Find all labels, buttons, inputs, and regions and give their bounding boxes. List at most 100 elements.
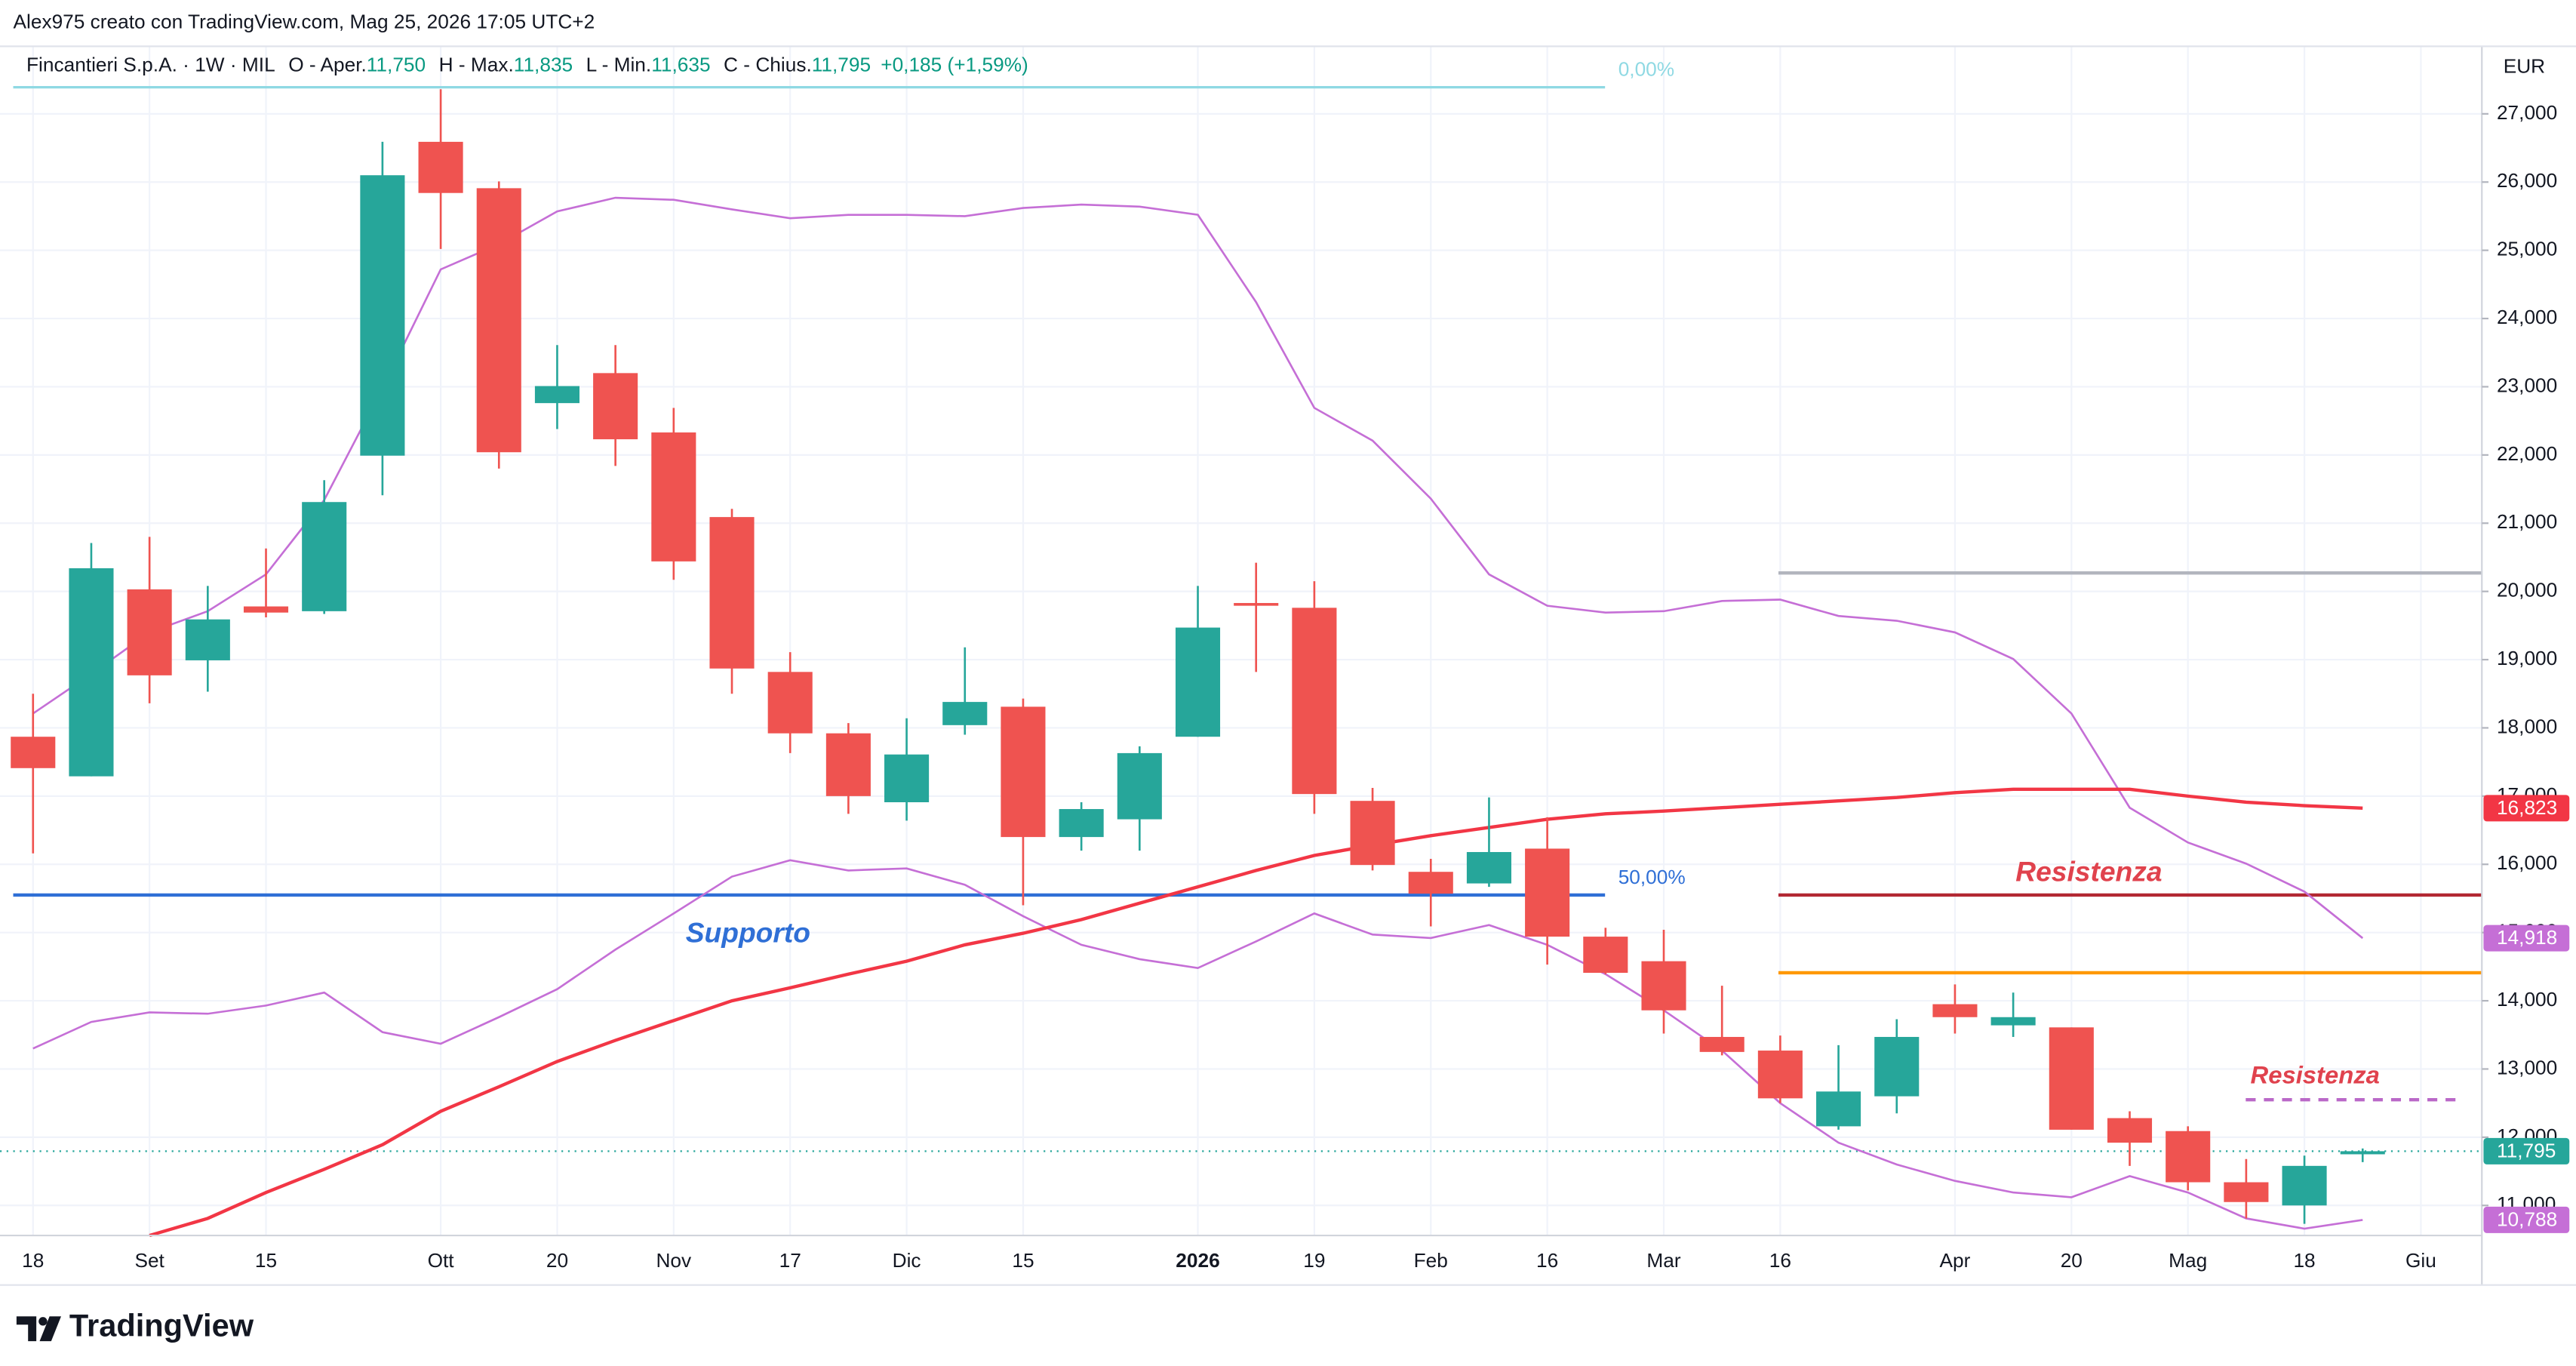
legend-low-label: L - Min. [586, 54, 652, 76]
x-tick-label: 2026 [1176, 1249, 1219, 1272]
candle-body [1699, 1036, 1744, 1052]
x-tick-label: Nov [656, 1249, 692, 1272]
y-tick-label: 16,000 [2497, 851, 2557, 874]
price-tag-label: 16,823 [2497, 796, 2557, 819]
candle-body [1117, 752, 1162, 820]
legend-symbol: Fincantieri S.p.A. · 1W · MIL [26, 54, 275, 76]
levels: 0,00% 50,00% [0, 58, 2482, 1152]
price-tag-label: 10,788 [2497, 1208, 2557, 1230]
currency: EUR [2504, 55, 2545, 78]
candle-body [1059, 809, 1104, 838]
annotations: Supporto Resistenza Resistenza [686, 856, 2380, 1089]
x-tick-label: 18 [2293, 1249, 2315, 1272]
candle-body [127, 589, 172, 675]
x-tick-label: Mar [1646, 1249, 1680, 1272]
y-tick-label: 13,000 [2497, 1056, 2557, 1078]
candle-body [476, 188, 521, 453]
x-tick-label: Set [134, 1249, 164, 1272]
x-tick-label: Giu [2405, 1249, 2436, 1272]
credit: Alex975 creato con TradingView.com, Mag … [14, 11, 595, 33]
candle-body [1001, 706, 1046, 838]
legend: Fincantieri S.p.A. · 1W · MIL O - Aper. 11… [26, 54, 1028, 76]
candles [11, 89, 2385, 1224]
y-tick-label: 14,000 [2497, 988, 2557, 1011]
candle-body [942, 702, 988, 725]
logo-dot [38, 1317, 48, 1326]
candle-body [2049, 1027, 2094, 1130]
candle-body [1641, 961, 1686, 1011]
candle-body [1350, 801, 1395, 866]
legend-close-label: C - Chius. [724, 54, 812, 76]
candle-body [2107, 1118, 2153, 1143]
candle-body [1932, 1004, 1978, 1017]
candle-body [185, 619, 230, 660]
x-tick-label: Ott [428, 1249, 455, 1272]
price-tag-label: 11,795 [2497, 1139, 2556, 1161]
price-tag [2483, 925, 2570, 952]
x-tick-label: 20 [2061, 1249, 2083, 1272]
legend-open-label: O - Aper. [288, 54, 367, 76]
candle-body [1757, 1051, 1803, 1099]
candle-body [534, 386, 579, 404]
indicator-line [32, 859, 2363, 1230]
candle-body [2282, 1165, 2327, 1206]
x-tick-label: 20 [546, 1249, 568, 1272]
x-tick-label: 18 [22, 1249, 44, 1272]
candle-body [1292, 608, 1337, 795]
y-tick-label: 18,000 [2497, 715, 2557, 737]
candle-body [360, 175, 405, 456]
y-tick-label: 19,000 [2497, 647, 2557, 669]
candle-body [1466, 851, 1511, 884]
brand: TradingView [69, 1308, 254, 1343]
logo-mark [39, 1316, 61, 1342]
x-tick-label: 16 [1769, 1249, 1791, 1272]
y-tick-label: 27,000 [2497, 101, 2557, 124]
candle-body [2224, 1182, 2269, 1202]
annotation: Resistenza [2015, 856, 2162, 888]
indicator-line [149, 787, 2363, 1238]
legend-high: 11,835 [514, 54, 573, 76]
x-tick-label: 17 [779, 1249, 801, 1272]
legend-change: +0,185 (+1,59%) [881, 54, 1028, 76]
candle-body [1175, 627, 1221, 737]
candle-body [69, 568, 114, 777]
candle-body [302, 502, 347, 611]
y-tick-label: 24,000 [2497, 306, 2557, 328]
x-tick-label: Mag [2169, 1249, 2207, 1272]
x-tick-label: Feb [1414, 1249, 1448, 1272]
x-tick-label: Dic [893, 1249, 921, 1272]
candle-body [651, 432, 696, 561]
candle-body [884, 754, 930, 802]
level-label: 0,00% [1618, 58, 1674, 81]
candle-body [2166, 1131, 2211, 1183]
price-tag-label: 14,918 [2497, 926, 2557, 949]
y-tick-label: 22,000 [2497, 442, 2557, 465]
price-tag [2483, 1206, 2570, 1233]
price-tag [2483, 795, 2570, 822]
indicator-lines [32, 196, 2364, 1238]
candle-body [593, 373, 638, 440]
y-tick-label: 23,000 [2497, 374, 2557, 396]
legend-low: 11,635 [651, 54, 710, 76]
y-tick-label: 26,000 [2497, 169, 2557, 192]
x-tick-label: 16 [1536, 1249, 1558, 1272]
x-tick-label: 19 [1303, 1249, 1325, 1272]
candle-body [1816, 1091, 1861, 1127]
candle-body [767, 672, 813, 734]
legend-high-label: H - Max. [439, 54, 514, 76]
x-tick-label: 15 [1012, 1249, 1034, 1272]
candle-body [1874, 1036, 1920, 1097]
candle-body [418, 141, 463, 193]
grid [0, 46, 2482, 1236]
brand-logo: TradingView [16, 1308, 254, 1343]
logo-mark [16, 1316, 37, 1342]
level-label: 50,00% [1618, 866, 1686, 888]
candle-body [1234, 603, 1279, 606]
y-tick-label: 25,000 [2497, 238, 2557, 260]
candle-body [1408, 872, 1453, 894]
price-tag [2483, 1137, 2570, 1164]
x-tick-label: Apr [1940, 1249, 1971, 1272]
candle-body [709, 517, 755, 669]
